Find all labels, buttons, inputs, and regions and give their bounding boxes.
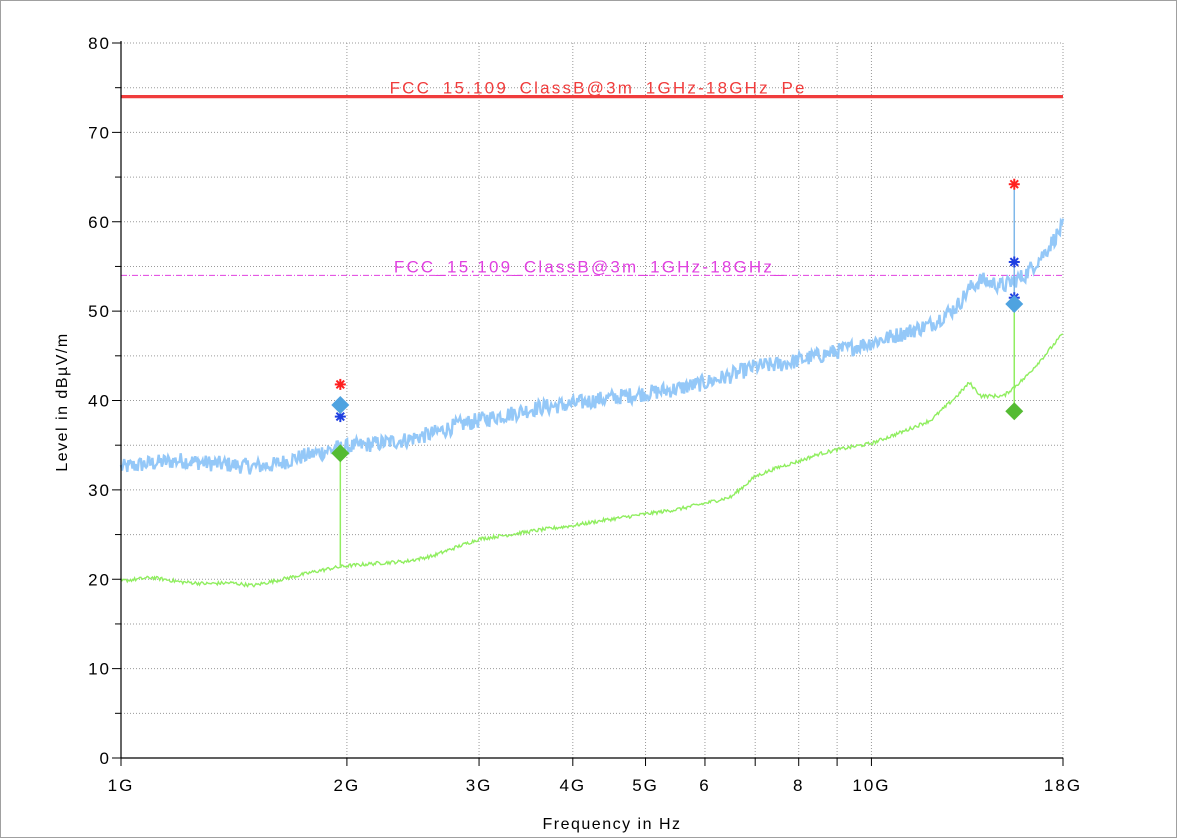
x-tick-label: 6 xyxy=(699,776,710,795)
qp-marker-stroke xyxy=(1009,257,1019,267)
peak-marker xyxy=(1008,178,1020,190)
peak-marker-stroke xyxy=(335,379,345,390)
avg-marker xyxy=(331,444,350,463)
x-tick-label: 8 xyxy=(793,776,804,795)
y-tick-label: 60 xyxy=(88,213,111,232)
trace-line xyxy=(120,333,1063,588)
peak-marker-stroke xyxy=(1009,179,1019,189)
x-axis-title: Frequency in Hz xyxy=(543,816,682,833)
avg-marker xyxy=(1005,402,1024,421)
y-tick-label: 20 xyxy=(88,570,111,589)
x-tick-label: 18G xyxy=(1044,776,1082,795)
x-tick-label: 5G xyxy=(632,776,659,795)
y-tick-label: 40 xyxy=(88,392,111,411)
avg-max-marker xyxy=(1005,294,1024,313)
y-tick-label: 30 xyxy=(88,481,111,500)
peak-marker xyxy=(334,378,346,390)
x-tick-label: 3G xyxy=(466,776,493,795)
x-tick-label: 4G xyxy=(559,776,586,795)
qp-marker xyxy=(1008,256,1020,268)
y-tick-label: 0 xyxy=(100,749,111,768)
limit-lines: FCC_15.109_ClassB@3m_1GHz-18GHz_Pe FCC_15… xyxy=(121,79,1063,276)
y-tick-label: 70 xyxy=(88,123,111,142)
measurement-markers xyxy=(331,178,1024,566)
trace-line xyxy=(119,217,1065,475)
y-tick-label: 10 xyxy=(88,660,111,679)
avg-max-marker xyxy=(331,395,350,414)
y-tick-label: 50 xyxy=(88,302,111,321)
x-tick-label: 10G xyxy=(852,776,890,795)
x-tick-label: 2G xyxy=(334,776,361,795)
limit-line-label: FCC_15.109_ClassB@3m_1GHz-18GHz_ xyxy=(394,257,786,276)
y-tick-label: 80 xyxy=(88,34,111,53)
limit-line-label: FCC_15.109_ClassB@3m_1GHz-18GHz_Pe xyxy=(390,79,807,98)
axes: 0 10 20 30 40 50 60 70 80 1G 2G 3G 4G 5G 6 8 10G 18G xyxy=(88,34,1082,795)
x-tick-label: 1G xyxy=(108,776,135,795)
trace-series xyxy=(119,217,1065,588)
qp-marker-stroke xyxy=(335,411,345,422)
y-axis-title: Level in dBµV/m xyxy=(54,332,71,471)
